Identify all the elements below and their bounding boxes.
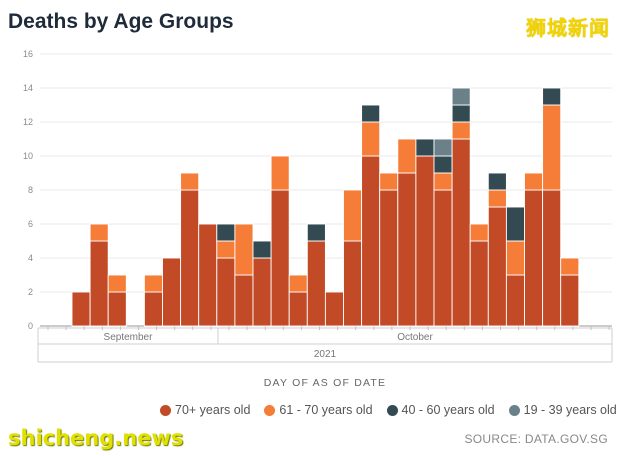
bar-segment-70-plus [71, 291, 91, 327]
watermark-chinese: 狮城新闻 [526, 16, 610, 40]
x-axis-title: DAY OF AS OF DATE [264, 377, 387, 389]
bar-segment-70-plus [343, 240, 363, 327]
bar-segment-61-70 [270, 155, 290, 191]
bar-segment-61-70 [560, 257, 580, 276]
bar-segment-70-plus [433, 189, 453, 327]
y-tick-label: 6 [28, 219, 33, 229]
y-tick-label: 4 [28, 253, 33, 263]
bar-segment-40-60 [542, 87, 562, 106]
bar-segment-61-70 [433, 172, 453, 191]
bar-segment-70-plus [306, 240, 326, 327]
bar-segment-61-70 [216, 240, 236, 259]
legend-swatch-70-plus [160, 404, 171, 416]
bar-segment-40-60 [505, 206, 525, 242]
bar-segment-61-70 [361, 121, 381, 157]
legend-item-40-60[interactable]: 40 - 60 years old [386, 403, 495, 417]
bar-segment-40-60 [252, 240, 272, 259]
bar-segment-70-plus [324, 291, 344, 327]
legend-item-61-70[interactable]: 61 - 70 years old [264, 403, 373, 417]
bar-segment-70-plus [216, 257, 236, 327]
bar-segment-40-60 [216, 223, 236, 242]
bar-segment-70-plus [234, 274, 254, 327]
bar-segment-61-70 [469, 223, 489, 242]
bar-segment-61-70 [487, 189, 507, 208]
legend-label: 40 - 60 years old [401, 403, 495, 417]
bar-segment-70-plus [379, 189, 399, 327]
bar-segment-70-plus [288, 291, 308, 327]
bar-segment-70-plus [270, 189, 290, 327]
bar-segment-40-60 [487, 172, 507, 191]
bar-segment-70-plus [162, 257, 182, 327]
bar-segment-70-plus [415, 155, 435, 327]
y-tick-label: 8 [28, 185, 33, 195]
bar-segment-40-60 [415, 138, 435, 157]
legend-swatch-40-60 [386, 404, 398, 416]
bar-segment-70-plus [397, 172, 417, 327]
bar-segment-70-plus [198, 223, 218, 327]
month-label-september: September [104, 332, 154, 343]
bar-segment-70-plus [560, 274, 580, 327]
bar-segment-19-39 [433, 138, 453, 157]
y-tick-label: 16 [23, 49, 33, 59]
legend-item-19-39[interactable]: 19 - 39 years old [508, 403, 617, 417]
legend-label: 70+ years old [175, 403, 251, 417]
bar-segment-40-60 [306, 223, 326, 242]
bar-segment-61-70 [234, 223, 254, 276]
bar-segment-70-plus [143, 291, 163, 327]
bar-segment-70-plus [505, 274, 525, 327]
bar-segment-61-70 [505, 240, 525, 276]
bar-segment-61-70 [379, 172, 399, 191]
bar-segment-61-70 [143, 274, 163, 293]
month-label-october: October [397, 332, 433, 343]
chart-legend: 70+ years old 61 - 70 years old 40 - 60 … [160, 403, 617, 417]
bar-segment-61-70 [107, 274, 127, 293]
bar-segment-40-60 [361, 104, 381, 123]
y-tick-label: 12 [23, 117, 33, 127]
source-note: SOURCE: DATA.GOV.SG [464, 432, 608, 446]
chart-title: Deaths by Age Groups [8, 10, 234, 33]
bar-segment-70-plus [469, 240, 489, 327]
legend-label: 19 - 39 years old [523, 403, 617, 417]
bar-segment-70-plus [487, 206, 507, 327]
y-tick-label: 10 [23, 151, 33, 161]
bar-segment-61-70 [343, 189, 363, 242]
bar-segment-61-70 [180, 172, 200, 191]
bar-segment-61-70 [397, 138, 417, 174]
legend-label: 61 - 70 years old [279, 403, 373, 417]
bar-segment-19-39 [451, 87, 471, 106]
bar-segment-70-plus [542, 189, 562, 327]
bar-segment-70-plus [252, 257, 272, 327]
y-tick-label: 0 [28, 321, 33, 331]
bar-segment-70-plus [89, 240, 109, 327]
watermark-site: shicheng.news [8, 426, 184, 450]
bar-segment-40-60 [451, 104, 471, 123]
year-label: 2021 [314, 349, 337, 360]
bar-segment-61-70 [451, 121, 471, 140]
legend-item-70-plus[interactable]: 70+ years old [160, 403, 250, 417]
bar-segment-70-plus [180, 189, 200, 327]
stacked-bar-chart: 0 2 4 6 8 10 12 14 16 September October 2021 DAY OF … [23, 49, 613, 389]
bar-segment-61-70 [89, 223, 109, 242]
bar-segment-70-plus [524, 189, 544, 327]
bar-segment-61-70 [288, 274, 308, 293]
y-tick-label: 14 [23, 83, 33, 93]
y-tick-label: 2 [28, 287, 33, 297]
bar-segment-61-70 [524, 172, 544, 191]
bar-segment-70-plus [107, 291, 127, 327]
bar-segment-61-70 [542, 104, 562, 191]
legend-swatch-19-39 [508, 404, 520, 416]
legend-swatch-61-70 [264, 404, 276, 416]
bar-segment-70-plus [361, 155, 381, 327]
bar-segment-70-plus [451, 138, 471, 327]
bar-segment-40-60 [433, 155, 453, 174]
